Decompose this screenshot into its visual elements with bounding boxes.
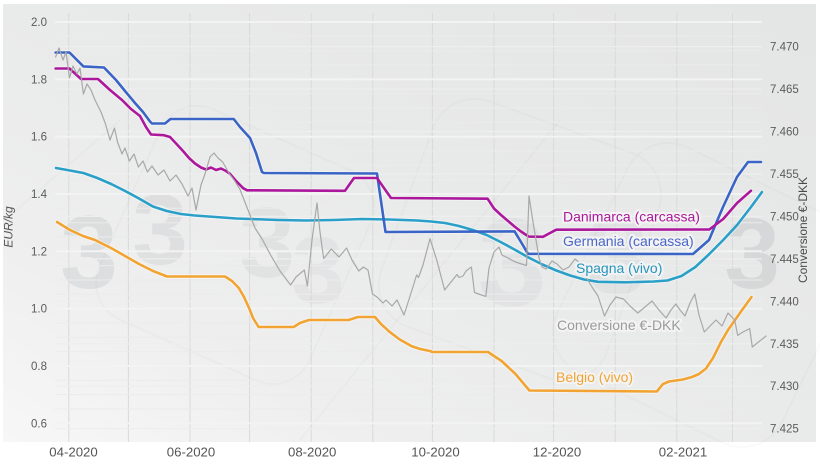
svg-text:0.6: 0.6 xyxy=(31,418,47,430)
svg-text:7.440: 7.440 xyxy=(770,296,799,308)
svg-text:7.450: 7.450 xyxy=(770,211,799,223)
svg-text:0.8: 0.8 xyxy=(31,361,47,373)
svg-text:1.8: 1.8 xyxy=(31,74,47,86)
svg-text:10-2020: 10-2020 xyxy=(411,445,459,460)
svg-text:3: 3 xyxy=(132,174,188,286)
svg-text:7.430: 7.430 xyxy=(770,381,799,393)
svg-text:Danimarca (carcassa): Danimarca (carcassa) xyxy=(563,209,700,225)
svg-text:7.425: 7.425 xyxy=(770,424,799,436)
svg-text:7.455: 7.455 xyxy=(770,169,799,181)
svg-text:1.6: 1.6 xyxy=(31,132,47,144)
svg-text:2.0: 2.0 xyxy=(31,17,47,29)
svg-text:Conversione €-DKK: Conversione €-DKK xyxy=(557,317,681,333)
svg-text:1.2: 1.2 xyxy=(31,246,47,258)
svg-text:3: 3 xyxy=(60,195,118,311)
svg-text:3: 3 xyxy=(291,217,344,324)
svg-text:04-2020: 04-2020 xyxy=(49,445,97,460)
svg-text:1.4: 1.4 xyxy=(31,189,48,201)
svg-text:12-2020: 12-2020 xyxy=(533,445,581,460)
svg-text:7.435: 7.435 xyxy=(770,339,799,351)
svg-text:Germania (carcassa): Germania (carcassa) xyxy=(563,233,694,249)
svg-text:7.460: 7.460 xyxy=(770,127,799,139)
svg-text:7.470: 7.470 xyxy=(770,42,799,54)
svg-text:3: 3 xyxy=(239,187,295,299)
svg-text:1.0: 1.0 xyxy=(31,304,47,316)
svg-text:02-2021: 02-2021 xyxy=(659,445,707,460)
svg-text:7.445: 7.445 xyxy=(770,254,799,266)
svg-text:Belgio (vivo): Belgio (vivo) xyxy=(556,369,633,385)
svg-text:EUR/kg: EUR/kg xyxy=(2,206,16,248)
svg-text:Spagna (vivo): Spagna (vivo) xyxy=(576,260,662,276)
svg-text:7.465: 7.465 xyxy=(770,84,799,96)
svg-text:06-2020: 06-2020 xyxy=(167,445,215,460)
svg-text:08-2020: 08-2020 xyxy=(288,445,336,460)
svg-text:Conversione €-DKK: Conversione €-DKK xyxy=(796,177,810,283)
